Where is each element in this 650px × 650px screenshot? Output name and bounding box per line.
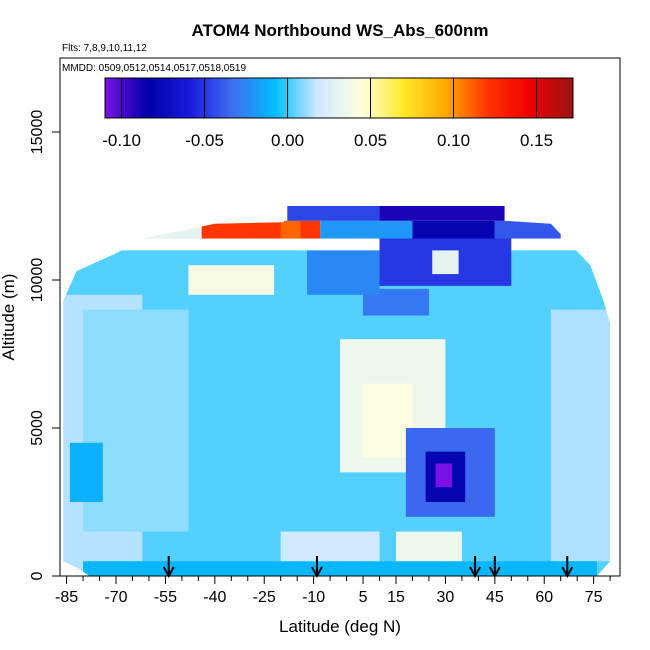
chart-title: ATOM4 Northbound WS_Abs_600nm <box>192 21 489 40</box>
flights-caption: Flts: 7,8,9,10,11,12 <box>62 43 147 54</box>
heatmap-cell <box>550 309 611 562</box>
heatmap-cell <box>201 220 321 239</box>
heatmap-cell <box>435 463 452 488</box>
x-tick-label: 15 <box>387 589 405 606</box>
colorbar-tick-label: 0.05 <box>354 131 387 150</box>
y-tick-label: 10000 <box>29 258 46 303</box>
heatmap-cell <box>379 206 505 221</box>
colorbar-tick-label: 0.10 <box>437 131 470 150</box>
heatmap-area <box>63 206 611 576</box>
colorbar-tick-label: 0.15 <box>520 131 553 150</box>
heatmap-cell <box>307 250 380 295</box>
x-tick-label: -70 <box>104 589 127 606</box>
colorbar-tick-label: -0.05 <box>185 131 224 150</box>
x-tick-label: -40 <box>203 589 226 606</box>
x-tick-label: 5 <box>359 589 368 606</box>
x-tick-label: -10 <box>302 589 325 606</box>
y-axis: 0 5000 10000 15000 <box>29 110 60 580</box>
heatmap-cell <box>287 206 380 221</box>
heatmap-cell <box>494 220 561 239</box>
x-tick-label: -85 <box>55 589 78 606</box>
heatmap-cell <box>363 383 413 458</box>
heatmap-cell <box>188 265 275 295</box>
plot-frame <box>59 57 621 577</box>
x-tick-label: 75 <box>585 589 603 606</box>
y-tick-label: 5000 <box>29 410 46 446</box>
x-axis: -85 -70 -55 -40 -25 -10 5 15 30 45 60 75 <box>55 576 611 606</box>
x-tick-label: -55 <box>154 589 177 606</box>
heatmap-cell <box>320 220 413 239</box>
y-axis-label: Altitude (m) <box>0 274 18 361</box>
heatmap-cell <box>280 531 380 562</box>
heatmap-cell <box>280 220 301 239</box>
x-tick-label: 60 <box>535 589 553 606</box>
heatmap-cell <box>69 442 103 502</box>
flight-markers <box>162 556 574 579</box>
colorbar-gradient <box>104 77 574 119</box>
heatmap-cell <box>412 220 495 239</box>
y-tick-label: 0 <box>29 571 46 580</box>
heatmap-cell <box>83 561 597 576</box>
heatmap-cell <box>396 531 462 562</box>
x-tick-label: 30 <box>437 589 455 606</box>
mmdd-caption: MMDD: 0509,0512,0514,0517,0518,0519 <box>62 63 246 74</box>
colorbar-tick-label: 0.00 <box>271 131 304 150</box>
heatmap-cell <box>432 250 459 275</box>
x-axis-label: Latitude (deg N) <box>279 617 401 636</box>
x-tick-label: -25 <box>253 589 276 606</box>
colorbar: -0.10 -0.05 0.00 0.05 0.10 0.15 <box>102 77 574 150</box>
colorbar-tick-label: -0.10 <box>102 131 141 150</box>
y-tick-label: 15000 <box>29 110 46 155</box>
x-tick-label: 45 <box>486 589 504 606</box>
